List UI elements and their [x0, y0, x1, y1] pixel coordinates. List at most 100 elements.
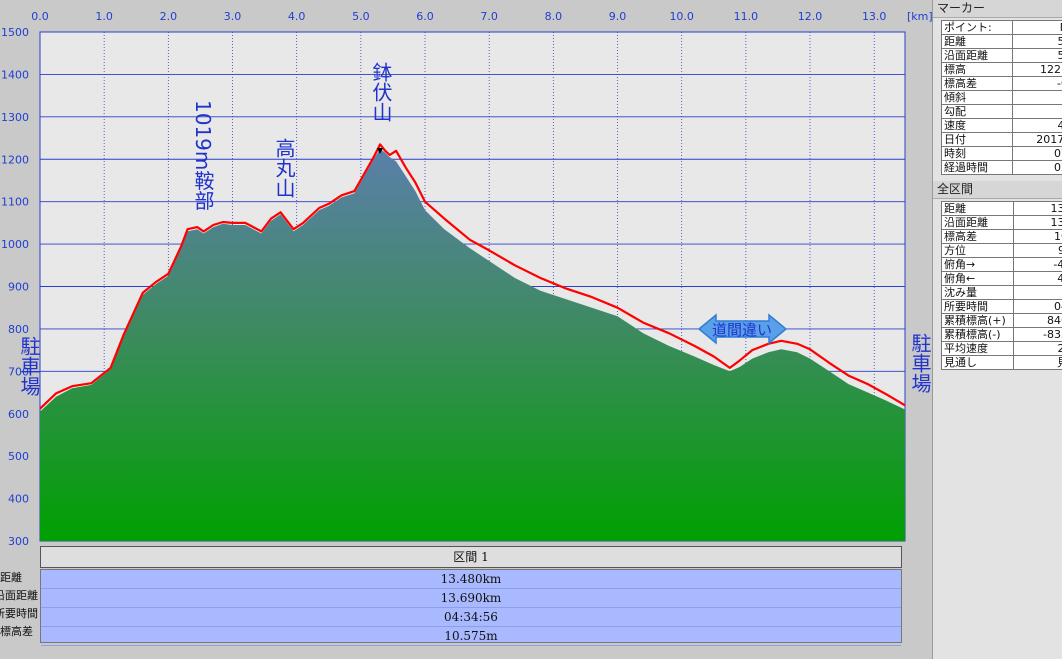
property-value: 04: [1012, 299, 1062, 314]
x-axis-unit: [km]: [907, 10, 932, 23]
property-key: 傾斜: [941, 90, 1013, 105]
x-tick-label: 11.0: [734, 10, 759, 23]
property-row: 傾斜: [941, 90, 1062, 105]
property-value: 13.: [1012, 215, 1062, 230]
section-value-duration: 04:34:56: [41, 608, 901, 627]
property-row: 距離5.: [941, 34, 1062, 49]
property-value: 2.: [1012, 341, 1062, 356]
y-tick-label: 900: [8, 281, 29, 294]
property-row: 標高差-0: [941, 76, 1062, 91]
annotation-saddle-text: 1019m鞍部: [191, 100, 215, 210]
annotation-saddle: 1019m鞍部: [191, 100, 215, 210]
elevation-area: [40, 148, 905, 541]
x-tick-label: 13.0: [862, 10, 887, 23]
section-label-elevation-diff: 標高差: [0, 625, 33, 638]
section-panel-title: 全区間: [933, 181, 1062, 199]
property-row: 所要時間04: [941, 299, 1062, 314]
y-tick-label: 700: [8, 365, 29, 378]
property-row: 見通し見: [941, 355, 1062, 370]
section-value-elevation-diff: 10.575m: [41, 627, 901, 646]
series-layer: [39, 143, 906, 541]
property-row: 速度4.: [941, 118, 1062, 133]
wrong-way-arrow: 道間違い: [697, 313, 788, 345]
property-key: 見通し: [941, 355, 1014, 370]
property-key: 所要時間: [941, 299, 1014, 314]
property-value: 13.: [1012, 201, 1062, 216]
y-tick-label: 1400: [1, 68, 29, 81]
y-tick-label: 1500: [1, 26, 29, 39]
property-row: 平均速度2.: [941, 341, 1062, 356]
property-value: -835: [1012, 327, 1062, 342]
property-value: N: [1011, 20, 1062, 35]
x-tick-label: 2.0: [160, 10, 178, 23]
property-value: 10: [1012, 229, 1062, 244]
section-values: 13.480km 13.690km 04:34:56 10.575m: [40, 569, 902, 646]
section-value-distance: 13.480km: [41, 570, 901, 589]
property-key: 沈み量: [941, 285, 1014, 300]
property-row: ポイント:N: [941, 20, 1062, 35]
y-tick-label: 500: [8, 450, 29, 463]
property-value: 1221: [1011, 62, 1062, 77]
info-panel: マーカー ポイント:N距離5.沿面距離5.標高1221標高差-0傾斜勾配速度4.…: [932, 0, 1062, 659]
x-tick-label: 6.0: [416, 10, 434, 23]
annotation-parking-right-text: 駐車場: [908, 333, 932, 393]
x-tick-label: 0.0: [31, 10, 49, 23]
track-line: [39, 143, 906, 410]
property-key: 標高: [941, 62, 1013, 77]
property-key: 沿面距離: [941, 48, 1013, 63]
x-tick-label: 8.0: [545, 10, 563, 23]
property-key: 時刻: [941, 146, 1013, 161]
wrong-way-label: 道間違い: [712, 321, 772, 339]
property-value: 見: [1012, 355, 1062, 370]
property-value: [1012, 285, 1062, 300]
annotation-takamaru: 高丸山: [272, 138, 296, 198]
elevation-chart: 0.0 1.0 2.0 3.0 4.0 5.0 6.0 7.0 8.0 9.0 10.0 11.0 12…: [1, 10, 932, 545]
property-row: 標高1221: [941, 62, 1062, 77]
property-key: 日付: [941, 132, 1013, 147]
property-row: 沈み量: [941, 285, 1062, 300]
property-key: ポイント:: [941, 20, 1013, 35]
property-key: 経過時間: [941, 160, 1013, 175]
property-value: -4:: [1012, 257, 1062, 272]
property-value: -0: [1011, 76, 1062, 91]
y-tick-label: 300: [8, 535, 29, 545]
y-tick-label: 1000: [1, 238, 29, 251]
marker-pin-icon: [377, 148, 383, 154]
x-axis-ticks: 0.0 1.0 2.0 3.0 4.0 5.0 6.0 7.0 8.0 9.0 10.0 11.0 12…: [31, 10, 886, 23]
annotation-parking-left-text: 駐車場: [17, 336, 41, 396]
property-key: 標高差: [941, 76, 1013, 91]
property-row: 沿面距離5.: [941, 48, 1062, 63]
property-row: 累積標高(-)-835: [941, 327, 1062, 342]
property-key: 累積標高(+): [941, 313, 1014, 328]
property-row: 距離13.: [941, 201, 1062, 216]
property-key: 沿面距離: [941, 215, 1014, 230]
property-value: 4:: [1012, 271, 1062, 286]
annotation-parking-right: 駐車場: [908, 333, 932, 393]
property-row: 時刻07: [941, 146, 1062, 161]
section-label-duration: 所要時間: [0, 607, 38, 620]
property-value: 9': [1012, 243, 1062, 258]
property-value: 4.: [1011, 118, 1062, 133]
section-labels: 距離 沿面距離 所要時間 標高差: [0, 569, 38, 643]
property-row: 俯角←4:: [941, 271, 1062, 286]
property-key: 標高差: [941, 229, 1014, 244]
y-tick-label: 1300: [1, 111, 29, 124]
property-row: 経過時間02: [941, 160, 1062, 175]
property-row: 方位9': [941, 243, 1062, 258]
annotation-parking-left: 駐車場: [17, 336, 41, 396]
property-row: 勾配: [941, 104, 1062, 119]
x-tick-label: 10.0: [669, 10, 694, 23]
x-tick-label: 12.0: [798, 10, 823, 23]
property-key: 勾配: [941, 104, 1013, 119]
section-table: 距離13.沿面距離13.標高差10方位9'俯角→-4:俯角←4:沈み量所要時間0…: [941, 201, 1062, 370]
property-row: 俯角→-4:: [941, 257, 1062, 272]
property-key: 距離: [941, 34, 1013, 49]
property-row: 累積標高(+)846: [941, 313, 1062, 328]
annotation-hachibuse-text: 鉢伏山: [369, 62, 393, 122]
section-value-surface-distance: 13.690km: [41, 589, 901, 608]
property-row: 標高差10: [941, 229, 1062, 244]
property-value: 07: [1011, 146, 1062, 161]
property-key: 速度: [941, 118, 1013, 133]
property-value: [1011, 90, 1062, 105]
property-value: [1011, 104, 1062, 119]
